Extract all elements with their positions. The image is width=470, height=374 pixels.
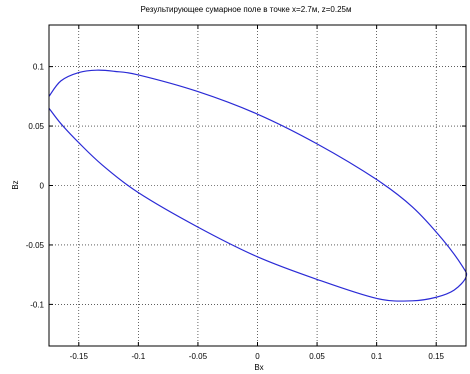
x-tick-label: 0.15	[428, 352, 444, 361]
y-tick-label: 0	[40, 182, 45, 191]
x-tick-label: -0.1	[131, 352, 145, 361]
x-axis-label: Bx	[254, 363, 263, 372]
tick-marks	[49, 25, 466, 346]
x-tick-label: -0.15	[70, 352, 89, 361]
y-tick-label: -0.05	[26, 241, 45, 250]
y-tick-label: 0.1	[33, 63, 45, 72]
y-tick-label: -0.1	[30, 300, 44, 309]
tick-labels: -0.15 -0.1 -0.05 0 0.05 0.1 0.15 -0.1 -0.05 0 0.05…	[26, 63, 445, 361]
y-axis-label: Bz	[11, 180, 20, 189]
x-tick-label: -0.05	[189, 352, 208, 361]
x-tick-label: 0.05	[309, 352, 325, 361]
grid-lines	[49, 25, 466, 346]
y-tick-label: 0.05	[28, 122, 44, 131]
x-tick-label: 0.1	[371, 352, 383, 361]
chart-title: Результирующее сумарное поле в точке x=2…	[141, 5, 352, 14]
x-tick-label: 0	[255, 352, 260, 361]
